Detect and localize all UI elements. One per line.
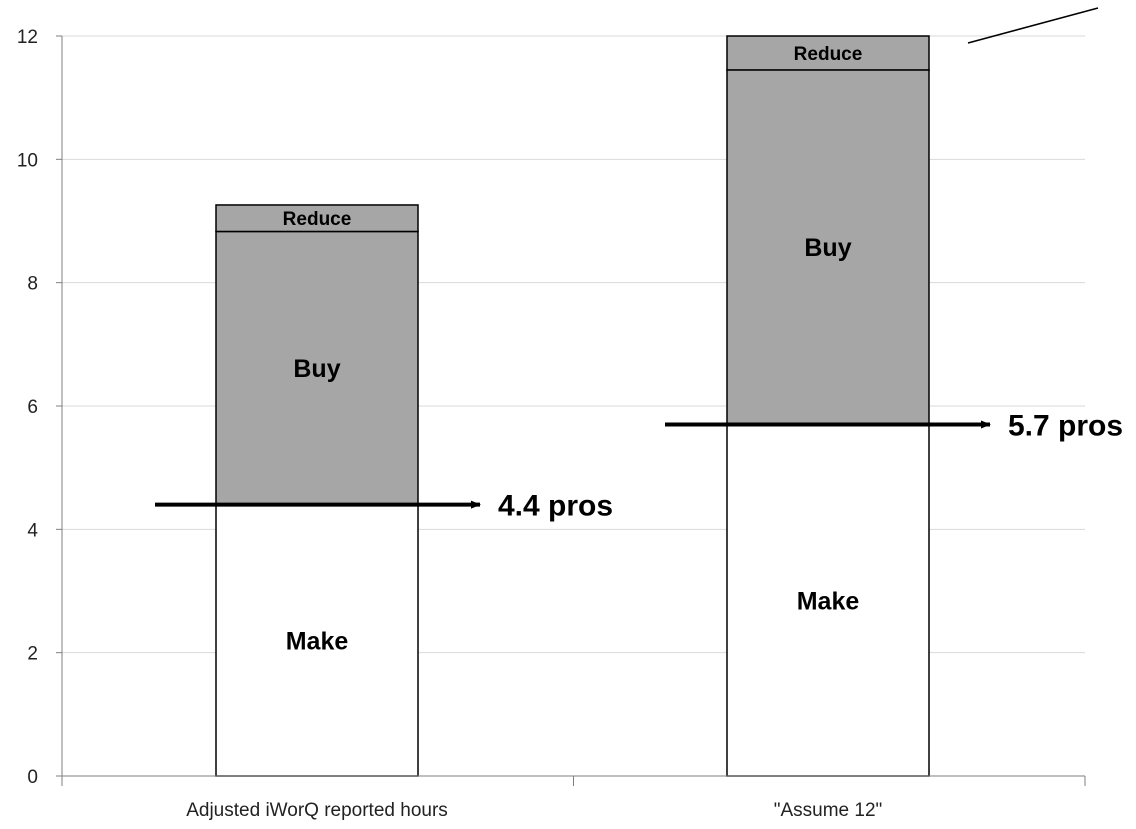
y-tick-label: 6 [27,397,38,418]
segment-label-buy: Buy [293,355,340,383]
threshold-label: 5.7 pros [1008,410,1123,443]
y-tick-label: 4 [27,520,38,541]
x-category-label: Adjusted iWorQ reported hours [186,800,448,821]
segment-label-reduce: Reduce [794,44,863,65]
x-category-label: "Assume 12" [774,800,883,821]
axis-layer: 0 2 4 6 8 10 12 Adjusted iWorQ reported hours "A… [17,27,1086,821]
segment-label-buy: Buy [804,234,851,262]
bar-segment-reduce [215,204,419,233]
y-tick-label: 8 [27,274,38,295]
bars-layer: Make Buy Reduce Make Buy Reduce [215,35,930,777]
segment-label-reduce: Reduce [283,209,352,230]
markers-layer: 4.4 pros 5.7 pros [155,410,1123,523]
bar-segment-reduce [726,35,930,71]
y-tick-label: 10 [17,150,38,171]
y-tick-label: 2 [27,644,38,665]
threshold-label: 4.4 pros [498,490,613,523]
segment-label-make: Make [797,587,860,615]
y-tick-label: 12 [17,27,38,48]
decorative-leader-line [967,7,1099,44]
y-tick-label: 0 [27,767,38,788]
segment-label-make: Make [286,627,349,655]
